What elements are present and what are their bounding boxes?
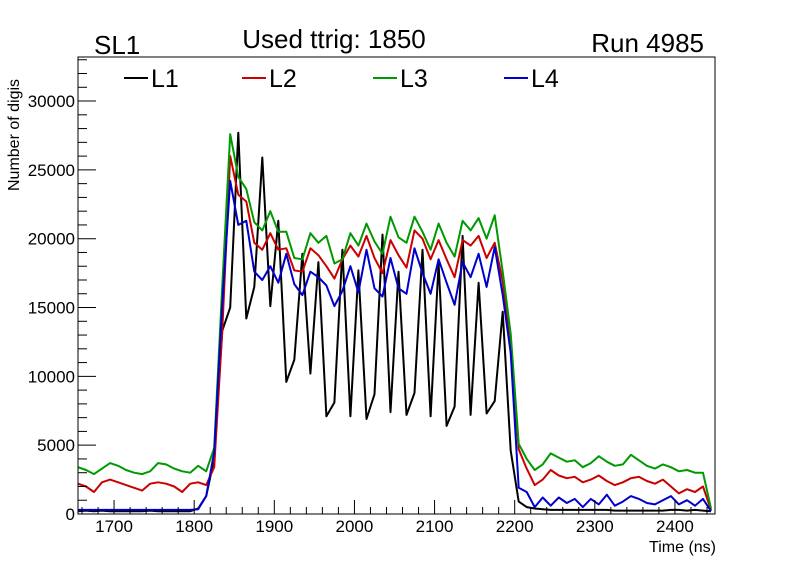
x-tick-label: 1700 — [95, 517, 133, 536]
series-line-l4 — [78, 179, 712, 512]
legend-label-l2: L2 — [269, 65, 297, 93]
y-tick-label: 0 — [66, 505, 75, 524]
series-layer — [77, 131, 712, 513]
legend-label-l4: L4 — [531, 65, 559, 93]
series-line-l3 — [77, 133, 712, 509]
x-axis-title: Time (ns) — [649, 539, 716, 556]
chart-title-right: Run 4985 — [591, 28, 704, 58]
y-tick-labels: 0 5000 10000 15000 20000 25000 30000 — [28, 92, 75, 524]
y-tick-label: 15000 — [28, 299, 75, 318]
chart-title-left: SL1 — [94, 30, 140, 60]
y-axis-title: Number of digis — [6, 79, 23, 191]
x-tick-label: 2000 — [336, 517, 374, 536]
legend: L1 L2 L3 L4 — [124, 65, 559, 93]
y-tick-label: 30000 — [28, 92, 75, 111]
chart-title: Used ttrig: 1850 — [242, 24, 426, 54]
legend-label-l1: L1 — [151, 65, 179, 93]
series-line-l2 — [77, 155, 712, 511]
axis-ticks — [78, 59, 708, 515]
y-tick-label: 25000 — [28, 161, 75, 180]
x-tick-label: 2100 — [416, 517, 454, 536]
x-tick-label: 1800 — [175, 517, 213, 536]
y-tick-label: 5000 — [37, 436, 75, 455]
series-line-l1 — [77, 131, 712, 513]
legend-label-l3: L3 — [400, 65, 428, 93]
plot-frame — [77, 56, 716, 515]
x-tick-labels: 1700 1800 1900 2000 2100 2200 2300 2400 — [95, 517, 694, 536]
x-tick-label: 1900 — [255, 517, 293, 536]
x-tick-label: 2200 — [496, 517, 534, 536]
x-tick-label: 2300 — [576, 517, 614, 536]
y-tick-label: 10000 — [28, 367, 75, 386]
y-tick-label: 20000 — [28, 230, 75, 249]
x-tick-label: 2400 — [656, 517, 694, 536]
